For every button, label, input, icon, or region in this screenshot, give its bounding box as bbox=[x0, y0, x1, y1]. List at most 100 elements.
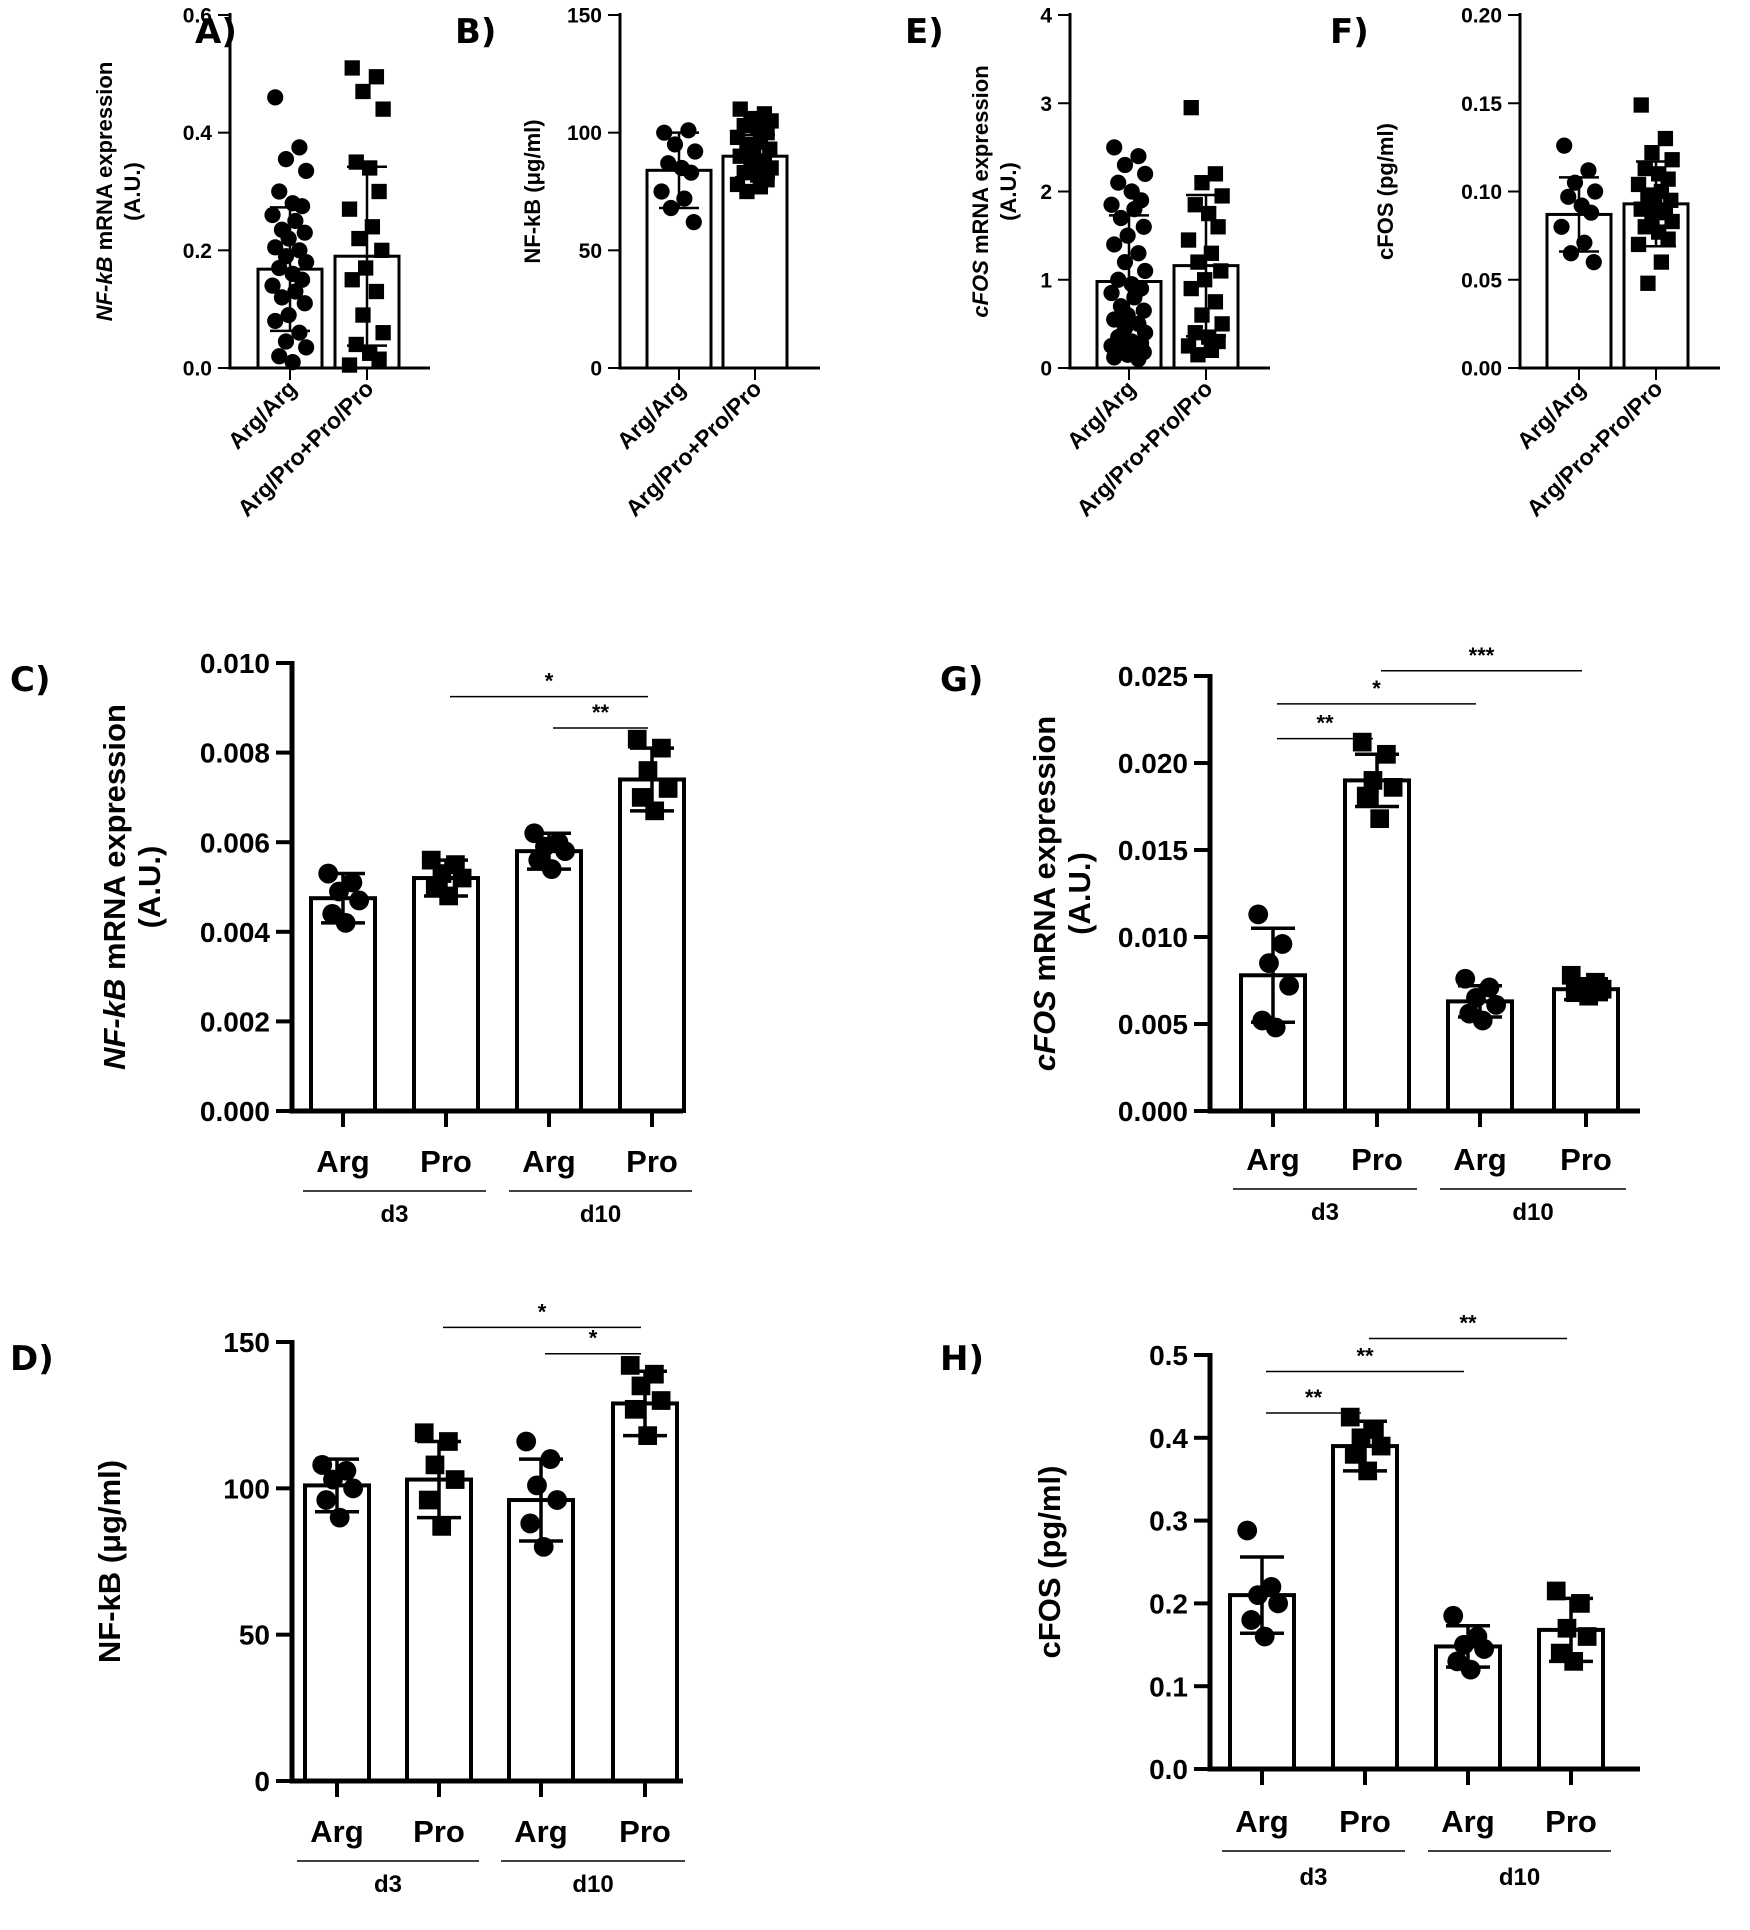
y-axis-label: NF-kB (μg/ml) bbox=[520, 119, 545, 263]
y-axis-label-part: μ bbox=[520, 172, 545, 185]
data-point bbox=[620, 1356, 640, 1375]
data-point bbox=[335, 912, 356, 933]
x-tick-label: Arg bbox=[514, 1814, 567, 1849]
y-tick-label: 0.15 bbox=[1461, 93, 1502, 116]
y-tick-label: 50 bbox=[579, 240, 602, 263]
y-tick-label: 3 bbox=[1040, 93, 1052, 116]
y-tick-label: 0.20 bbox=[1461, 5, 1502, 28]
data-point bbox=[1377, 744, 1396, 764]
y-axis-label-part: NF-kB bbox=[92, 256, 117, 321]
data-point bbox=[638, 761, 658, 780]
x-tick-label: Arg bbox=[1441, 1804, 1494, 1839]
chart-panel-C: C) 0.000 0.002 0.004 0.006 0.008 0.010 Arg Pro Ar… bbox=[10, 648, 692, 1228]
y-axis-label-part: mRNA expression bbox=[97, 704, 132, 979]
bar-pro bbox=[618, 777, 686, 1113]
data-point bbox=[624, 1399, 644, 1419]
data-point bbox=[1190, 254, 1206, 270]
y-axis-label-part: mRNA expression bbox=[1027, 716, 1062, 991]
group-label: d10 bbox=[580, 1201, 621, 1228]
data-point bbox=[267, 312, 284, 330]
x-tick-label: Arg bbox=[1246, 1142, 1299, 1177]
chart-panel-H: H) 0.0 0.1 0.2 0.3 0.4 0.5 Arg Pro Arg Pro d3 d10 ** *… bbox=[940, 1310, 1640, 1891]
data-point bbox=[736, 117, 752, 134]
data-point bbox=[1657, 130, 1674, 147]
data-point bbox=[1557, 1618, 1577, 1638]
data-point bbox=[736, 165, 752, 181]
data-point bbox=[264, 277, 281, 294]
data-point bbox=[298, 339, 315, 356]
data-point bbox=[1116, 254, 1134, 271]
data-point bbox=[280, 230, 297, 247]
y-tick-label: 100 bbox=[223, 1473, 270, 1504]
data-point bbox=[763, 160, 779, 176]
panel-label: G) bbox=[940, 660, 983, 700]
data-point bbox=[1660, 171, 1676, 187]
y-axis-label-line2: (A.U.) bbox=[996, 162, 1021, 221]
data-point bbox=[763, 113, 779, 129]
data-point bbox=[371, 183, 387, 200]
group-label: d10 bbox=[572, 1871, 613, 1898]
y-axis-label-part: g/ml) bbox=[520, 119, 545, 172]
data-point bbox=[666, 136, 684, 153]
data-point bbox=[1119, 227, 1136, 244]
x-tick-label: Pro bbox=[619, 1814, 671, 1849]
data-point bbox=[375, 325, 391, 341]
data-point bbox=[439, 1432, 458, 1451]
data-point bbox=[1207, 294, 1224, 310]
x-tick-label: Arg/Pro+Pro/Pro bbox=[1521, 375, 1667, 521]
data-point bbox=[296, 224, 313, 241]
y-axis-label: NF-kB mRNA expression bbox=[92, 62, 117, 322]
y-tick-label: 0.015 bbox=[1118, 835, 1188, 866]
data-point bbox=[425, 1455, 445, 1475]
y-tick-label: 0.006 bbox=[200, 827, 270, 858]
data-point bbox=[656, 124, 673, 141]
x-tick-label: Arg bbox=[1453, 1142, 1506, 1177]
data-point bbox=[1135, 218, 1152, 235]
y-axis-label-part: g/ml) bbox=[92, 1460, 127, 1534]
data-point bbox=[1472, 1010, 1493, 1031]
data-point bbox=[344, 60, 360, 76]
y-tick-label: 0.000 bbox=[200, 1096, 270, 1127]
data-point bbox=[277, 248, 295, 265]
data-point bbox=[1344, 1445, 1364, 1464]
data-point bbox=[355, 83, 371, 100]
data-point bbox=[653, 183, 670, 200]
data-point bbox=[264, 206, 281, 224]
data-point bbox=[1110, 174, 1127, 191]
data-point bbox=[660, 155, 677, 172]
group-label: d3 bbox=[1299, 1864, 1327, 1891]
data-point bbox=[351, 230, 367, 247]
group-label: d10 bbox=[1499, 1864, 1540, 1891]
y-tick-label: 0.00 bbox=[1461, 358, 1502, 381]
y-axis-label: cFOS mRNA expression bbox=[1027, 716, 1062, 1071]
y-tick-label: 0.4 bbox=[183, 122, 213, 145]
y-axis-label-line2: (A.U.) bbox=[132, 846, 167, 929]
data-point bbox=[375, 101, 391, 117]
data-point bbox=[1370, 809, 1390, 829]
data-point bbox=[267, 239, 284, 256]
significance-label: ** bbox=[1316, 711, 1334, 736]
data-point bbox=[1356, 786, 1376, 806]
data-point bbox=[1664, 213, 1680, 230]
data-point bbox=[540, 1449, 561, 1469]
y-axis-label-part: NF-kB bbox=[97, 979, 132, 1070]
y-tick-label: 0.025 bbox=[1118, 661, 1188, 692]
data-point bbox=[1371, 1436, 1391, 1456]
y-tick-label: 2 bbox=[1040, 181, 1052, 204]
data-point bbox=[1106, 139, 1123, 156]
data-point bbox=[1112, 209, 1130, 227]
data-point bbox=[762, 141, 778, 157]
data-point bbox=[651, 1391, 671, 1410]
data-point bbox=[1564, 1652, 1584, 1671]
data-point bbox=[1214, 316, 1230, 332]
significance-label: * bbox=[589, 1326, 598, 1351]
bar-arg bbox=[515, 849, 583, 1113]
y-tick-label: 0.1 bbox=[1149, 1671, 1188, 1702]
data-point bbox=[1279, 975, 1300, 996]
data-point bbox=[291, 139, 308, 156]
data-point bbox=[291, 242, 308, 259]
x-tick-label: Arg bbox=[1235, 1804, 1288, 1839]
data-point bbox=[527, 1475, 547, 1496]
panel-label: B) bbox=[455, 12, 496, 52]
data-point bbox=[293, 198, 311, 215]
